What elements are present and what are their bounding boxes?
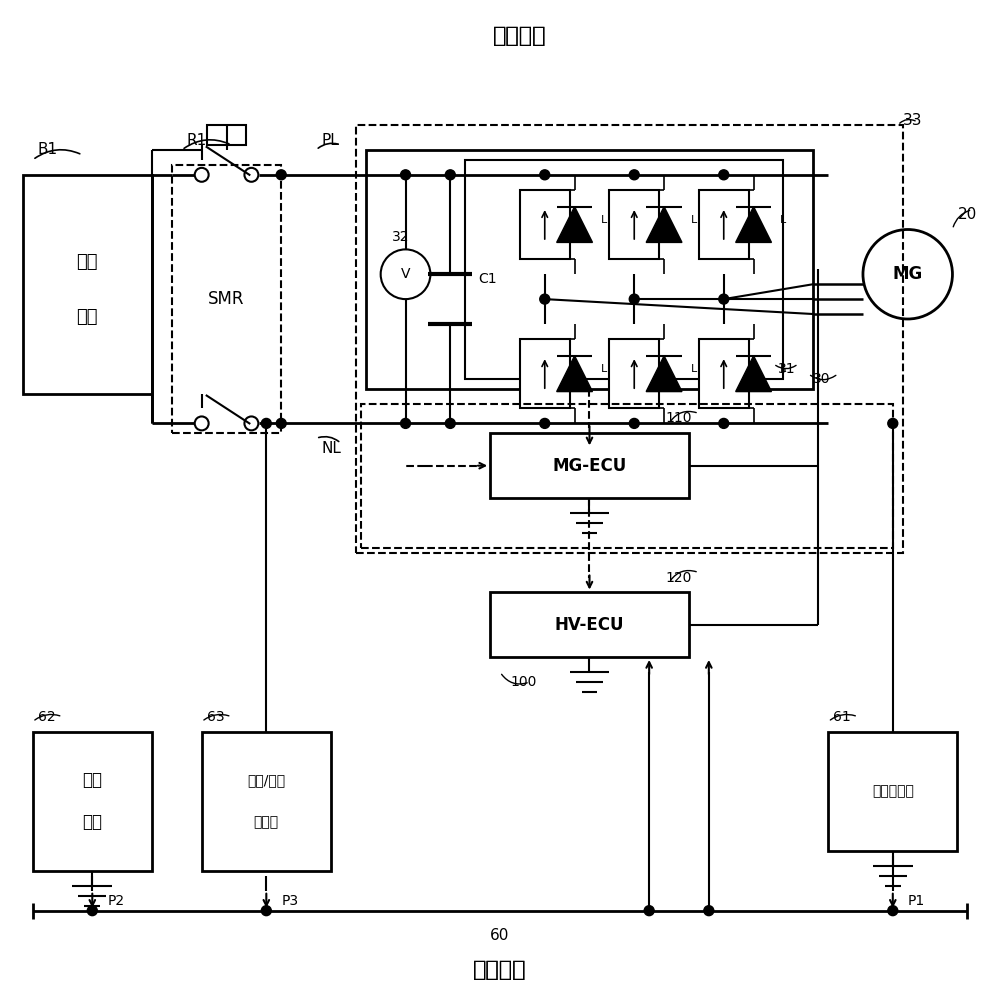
Polygon shape — [646, 207, 682, 242]
Text: 31: 31 — [778, 361, 796, 375]
Circle shape — [540, 170, 550, 180]
Circle shape — [261, 418, 271, 428]
Circle shape — [276, 418, 286, 428]
Text: 62: 62 — [38, 710, 55, 724]
Text: 61: 61 — [833, 710, 851, 724]
Bar — [366, 150, 813, 388]
Text: L: L — [601, 214, 608, 224]
Bar — [609, 190, 659, 259]
Polygon shape — [557, 207, 592, 242]
Circle shape — [719, 170, 729, 180]
Text: 电池: 电池 — [82, 813, 102, 831]
Text: 辅助: 辅助 — [82, 772, 102, 789]
Text: V: V — [401, 267, 410, 281]
Circle shape — [888, 418, 898, 428]
Text: 变换器: 变换器 — [254, 815, 279, 829]
Circle shape — [719, 294, 729, 304]
Circle shape — [87, 906, 97, 916]
Text: P1: P1 — [908, 894, 925, 908]
Bar — [361, 403, 893, 548]
Circle shape — [276, 170, 286, 180]
Text: 交流发电机: 交流发电机 — [872, 784, 914, 798]
Text: NL: NL — [321, 441, 341, 456]
Text: PL: PL — [321, 132, 339, 148]
Bar — [172, 165, 281, 433]
Text: C1: C1 — [478, 272, 497, 286]
Text: P3: P3 — [281, 894, 298, 908]
Bar — [465, 160, 783, 378]
Text: 20: 20 — [958, 208, 977, 222]
Bar — [520, 339, 570, 408]
Text: 30: 30 — [813, 371, 831, 385]
Circle shape — [445, 170, 455, 180]
Text: MG: MG — [893, 265, 923, 283]
Circle shape — [888, 906, 898, 916]
Bar — [202, 732, 331, 871]
Bar — [520, 190, 570, 259]
Circle shape — [445, 418, 455, 428]
Text: 高压系统: 高压系统 — [493, 26, 547, 46]
Circle shape — [401, 418, 411, 428]
Text: B1: B1 — [38, 142, 58, 158]
Circle shape — [629, 170, 639, 180]
Circle shape — [261, 906, 271, 916]
Text: 电池: 电池 — [77, 308, 98, 326]
Text: 高压系统: 高压系统 — [493, 26, 547, 46]
Bar — [699, 190, 749, 259]
Bar — [33, 732, 152, 871]
Polygon shape — [646, 355, 682, 391]
Polygon shape — [736, 207, 771, 242]
Bar — [490, 433, 689, 498]
Circle shape — [644, 906, 654, 916]
Text: 110: 110 — [666, 411, 692, 425]
Polygon shape — [736, 355, 771, 391]
Circle shape — [719, 418, 729, 428]
Bar — [490, 593, 689, 657]
Bar — [207, 125, 246, 145]
Bar — [828, 732, 957, 851]
Circle shape — [704, 906, 714, 916]
Text: 100: 100 — [510, 675, 536, 689]
Text: L: L — [601, 363, 608, 373]
Text: 低压系统: 低压系统 — [473, 960, 527, 980]
Text: L: L — [691, 363, 697, 373]
Polygon shape — [557, 355, 592, 391]
Text: MG-ECU: MG-ECU — [552, 457, 627, 475]
Text: 直流/直流: 直流/直流 — [247, 774, 285, 787]
Text: P2: P2 — [107, 894, 124, 908]
Text: HV-ECU: HV-ECU — [555, 616, 624, 634]
Text: SMR: SMR — [208, 290, 245, 308]
Circle shape — [629, 418, 639, 428]
Circle shape — [540, 294, 550, 304]
Bar — [699, 339, 749, 408]
Text: 低压系统: 低压系统 — [473, 960, 527, 980]
Bar — [609, 339, 659, 408]
Text: 120: 120 — [666, 571, 692, 585]
Circle shape — [401, 170, 411, 180]
Text: L: L — [691, 214, 697, 224]
Text: 高压: 高压 — [77, 253, 98, 271]
Text: L: L — [780, 363, 787, 373]
Text: R1: R1 — [187, 132, 207, 148]
Circle shape — [629, 294, 639, 304]
Text: 60: 60 — [490, 928, 510, 943]
Text: 32: 32 — [392, 230, 409, 244]
Bar — [23, 175, 152, 393]
Text: 33: 33 — [903, 112, 922, 128]
Text: 63: 63 — [207, 710, 224, 724]
Circle shape — [540, 418, 550, 428]
Bar — [356, 125, 903, 553]
Text: L: L — [780, 214, 787, 224]
